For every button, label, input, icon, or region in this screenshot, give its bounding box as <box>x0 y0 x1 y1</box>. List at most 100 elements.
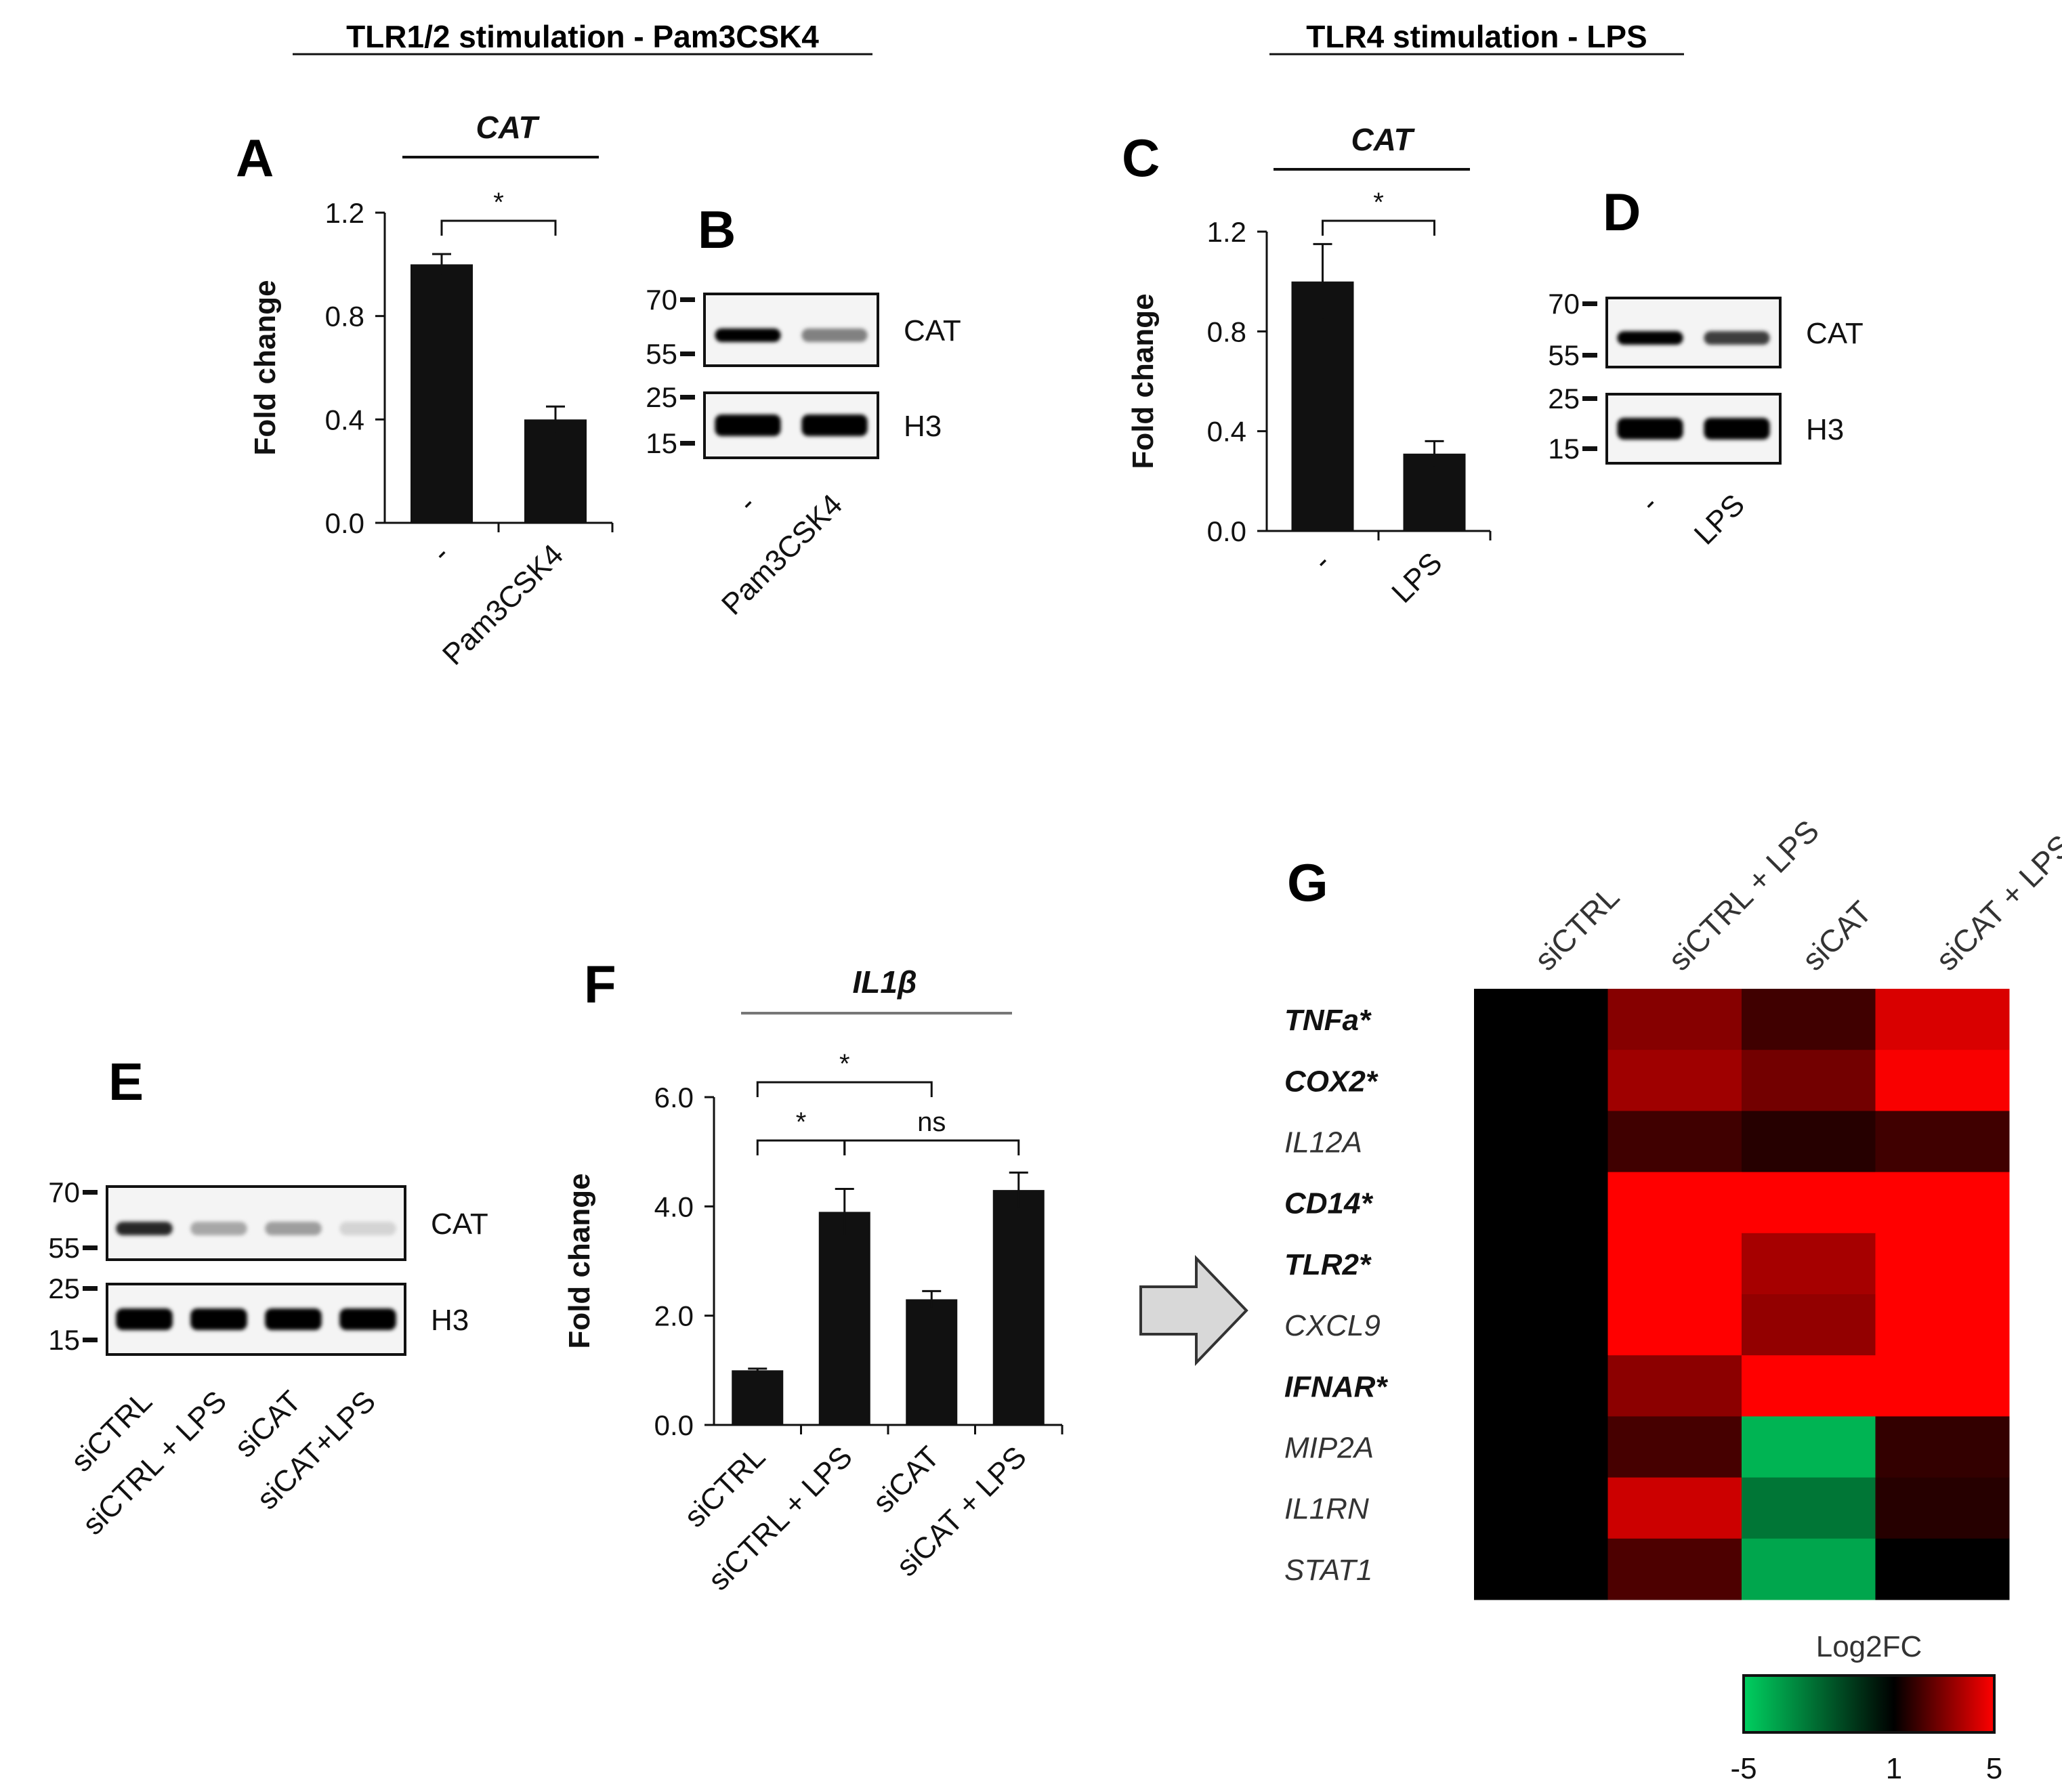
mw-marker-tick <box>1582 301 1597 306</box>
panel-letter-c: C <box>1122 128 1160 188</box>
y-axis-label: Fold change <box>1127 293 1160 469</box>
legend-title: Log2FC <box>1816 1630 1922 1663</box>
y-tick-label: 0.8 <box>325 301 364 333</box>
chart-panel-c: CAT 0.0 0.4 0.8 1.2 Fold change - LPS * <box>1127 122 1492 610</box>
heatmap-cell <box>1742 1477 1876 1539</box>
protein-label-h3: H3 <box>431 1304 469 1337</box>
y-tick-label: 0.4 <box>1207 416 1246 448</box>
cat-band <box>1704 331 1770 345</box>
blot-panel-d: 70 55 25 15 CAT H3 - LPS <box>1548 288 1863 551</box>
heatmap-panel-g: TNFa* COX2* IL12A CD14* TLR2* CXCL9 IFNAR* MIP2… <box>1284 813 2062 1785</box>
heatmap-cell <box>1607 1233 1742 1295</box>
heatmap-cell <box>1875 1538 2010 1600</box>
mw-marker-tick <box>83 1245 98 1250</box>
heatmap-row-label: IL1RN <box>1284 1493 1369 1526</box>
legend-tick-label: 5 <box>1986 1752 2002 1785</box>
heatmap-cell <box>1875 1416 2010 1478</box>
mw-marker-tick <box>680 441 695 446</box>
heatmap-column-label: siCAT + LPS <box>1929 828 2062 977</box>
y-tick-label: 6.0 <box>654 1082 694 1113</box>
mw-marker-label: 55 <box>1548 339 1580 371</box>
mw-marker-label: 15 <box>48 1324 80 1356</box>
heatmap-cell <box>1742 1416 1876 1478</box>
significance-label: * <box>796 1107 807 1137</box>
x-tick-label: siCAT <box>866 1440 946 1519</box>
x-tick-label: Pam3CSK4 <box>436 538 570 671</box>
protein-label-h3: H3 <box>904 410 942 443</box>
legend-colorbar <box>1742 1674 1996 1734</box>
heatmap-cell <box>1474 1050 1608 1111</box>
mw-marker-label: 70 <box>646 284 677 316</box>
heatmap-cell <box>1474 1233 1608 1295</box>
cat-blot-frame <box>1605 297 1782 368</box>
heatmap-column-label: siCTRL <box>1528 879 1626 977</box>
heatmap-cell <box>1474 1416 1608 1478</box>
heatmap-cell <box>1607 989 1742 1050</box>
h3-band <box>801 414 868 436</box>
bar <box>1291 281 1354 531</box>
mw-marker-label: 25 <box>1548 383 1580 414</box>
cat-band <box>265 1222 322 1235</box>
mw-marker-tick <box>1582 353 1597 358</box>
heatmap-cell <box>1474 1355 1608 1417</box>
significance-label: * <box>839 1049 850 1079</box>
h3-band <box>1617 418 1683 440</box>
bar <box>524 419 587 523</box>
lane-label: - <box>732 488 762 518</box>
y-tick-label: 0.0 <box>1207 515 1246 547</box>
heatmap-cell <box>1607 1050 1742 1111</box>
y-tick-label: 0.0 <box>654 1409 694 1441</box>
h3-band <box>1704 418 1770 440</box>
lane-label: LPS <box>1688 488 1751 551</box>
heatmap-cell <box>1474 989 1608 1050</box>
heatmap-cell <box>1607 1111 1742 1173</box>
chart-title: CAT <box>1351 122 1415 157</box>
heatmap-cell <box>1474 1294 1608 1356</box>
heatmap-cell <box>1474 1477 1608 1539</box>
bar <box>818 1212 870 1425</box>
heatmap-cell <box>1742 1172 1876 1234</box>
y-tick-label: 0.8 <box>1207 316 1246 347</box>
heatmap-cell <box>1607 1416 1742 1478</box>
y-axis-label: Fold change <box>563 1173 596 1348</box>
significance-bracket <box>843 1139 1020 1155</box>
chart-title: CAT <box>476 110 540 145</box>
cat-band <box>715 328 781 342</box>
x-tick-label: - <box>1307 546 1337 576</box>
heatmap-cell <box>1607 1294 1742 1356</box>
heatmap-cell <box>1474 1172 1608 1234</box>
heatmap-cell <box>1742 1538 1876 1600</box>
blot-panel-b: 70 55 25 15 CAT H3 -Pam3CSK4 <box>646 284 961 622</box>
heatmap-cell <box>1742 1050 1876 1111</box>
heatmap-cell <box>1742 1355 1876 1417</box>
h3-blot-frame <box>106 1283 406 1356</box>
x-tick-label: - <box>425 538 456 568</box>
heatmap-cell <box>1607 1355 1742 1417</box>
panel-letter-g: G <box>1287 853 1328 912</box>
mw-marker-label: 70 <box>1548 288 1580 320</box>
header-left: TLR1/2 stimulation - Pam3CSK4 <box>346 19 819 54</box>
heatmap-cell <box>1742 1111 1876 1173</box>
mw-marker-label: 15 <box>646 427 677 459</box>
significance-bracket <box>756 1139 846 1155</box>
cat-band <box>190 1222 247 1235</box>
cat-blot-frame <box>106 1185 406 1261</box>
significance-bracket <box>440 219 557 236</box>
mw-marker-label: 15 <box>1548 433 1580 465</box>
cat-band <box>801 328 868 342</box>
heatmap-cell <box>1875 1233 2010 1295</box>
h3-band <box>339 1308 396 1330</box>
legend-tick-label: 1 <box>1886 1752 1902 1785</box>
chart-panel-a: CAT 0.0 0.4 0.8 1.2 Fold change -Pam3CSK4 * <box>249 110 614 672</box>
significance-label: ns <box>917 1107 946 1137</box>
mw-marker-label: 25 <box>48 1273 80 1304</box>
mw-marker-tick <box>680 351 695 356</box>
heatmap-cell <box>1742 1294 1876 1356</box>
mw-marker-label: 25 <box>646 381 677 413</box>
cat-band <box>1617 331 1683 345</box>
significance-label: * <box>493 188 504 217</box>
bar <box>906 1299 958 1425</box>
panel-letter-d: D <box>1603 182 1641 242</box>
heatmap-cell <box>1875 1050 2010 1111</box>
